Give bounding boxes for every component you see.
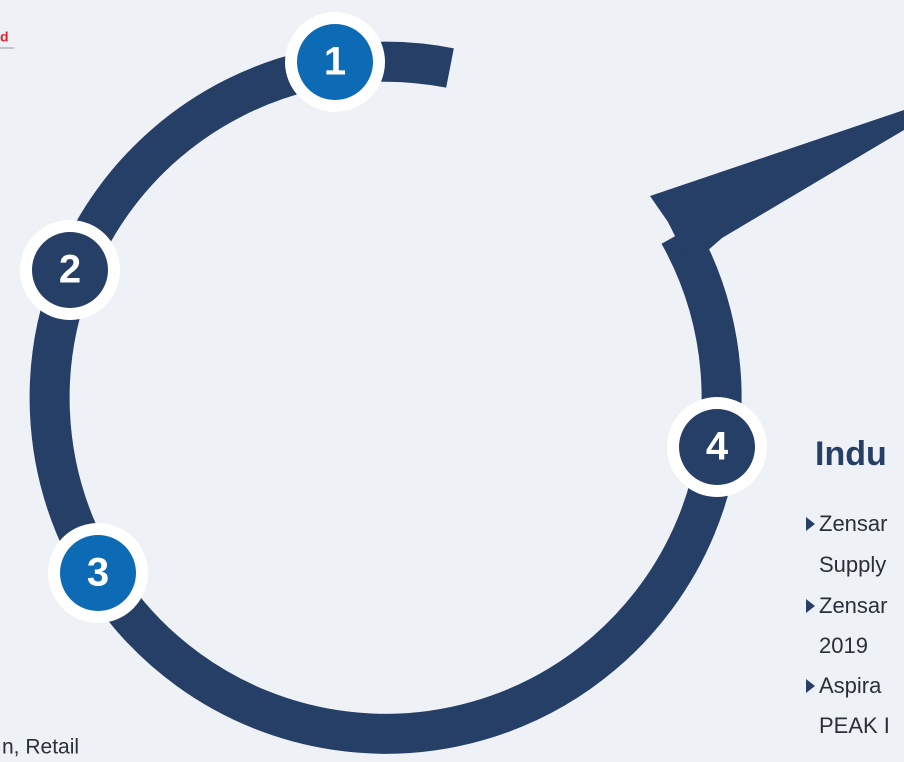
step-3: 3 <box>48 523 148 623</box>
bullet-text: Zensar <box>819 593 887 618</box>
bullet-marker <box>806 517 815 531</box>
step-number: 2 <box>59 248 81 292</box>
step-badge <box>297 24 373 100</box>
section-heading: Indu <box>815 435 887 473</box>
step-1: 1 <box>285 12 385 112</box>
ring <box>29 41 742 754</box>
ring-pointer <box>650 110 904 266</box>
bullet-marker <box>806 599 815 613</box>
step-2: 2 <box>20 220 120 320</box>
bullet-text: Aspira <box>819 673 882 698</box>
bullet-marker <box>806 679 815 693</box>
bullet-text: PEAK I <box>819 713 890 738</box>
bullet-text: Supply <box>819 552 886 577</box>
left-text-fragment: n, Retail <box>2 736 79 759</box>
step-badge <box>32 232 108 308</box>
step-number: 1 <box>324 40 346 84</box>
bullet-text: 2019 <box>819 633 868 658</box>
bullet-list: Zensar Supply Zensar 2019 Aspira PEAK I <box>806 511 890 738</box>
step-4: 4 <box>667 397 767 497</box>
step-badge <box>679 409 755 485</box>
step-badge <box>60 535 136 611</box>
logo-fragment: d <box>0 29 9 45</box>
step-number: 4 <box>706 425 729 469</box>
bullet-text: Zensar <box>819 511 887 536</box>
step-number: 3 <box>87 551 109 595</box>
